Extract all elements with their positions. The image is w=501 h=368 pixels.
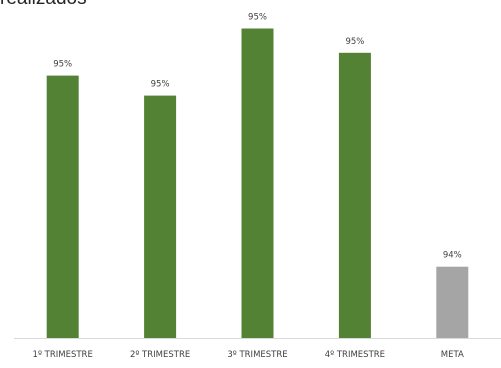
chart-title: realizados <box>0 0 87 10</box>
data-label-5: 94% <box>443 251 462 261</box>
bar-5 <box>436 266 469 338</box>
data-label-4: 95% <box>345 37 364 47</box>
data-label-2: 95% <box>151 80 170 90</box>
bar-3 <box>241 28 274 338</box>
x-tick-label-1: 1º TRIMESTRE <box>33 350 93 360</box>
bar-4 <box>338 52 371 339</box>
bar-1 <box>46 75 79 338</box>
x-tick-label-2: 2º TRIMESTRE <box>130 350 190 360</box>
x-tick-label-4: 4º TRIMESTRE <box>325 350 385 360</box>
data-label-1: 95% <box>53 60 72 70</box>
x-tick-label-3: 3º TRIMESTRE <box>227 350 287 360</box>
data-label-3: 95% <box>248 13 267 23</box>
bar-2 <box>144 95 177 338</box>
x-tick-label-5: META <box>441 350 464 360</box>
